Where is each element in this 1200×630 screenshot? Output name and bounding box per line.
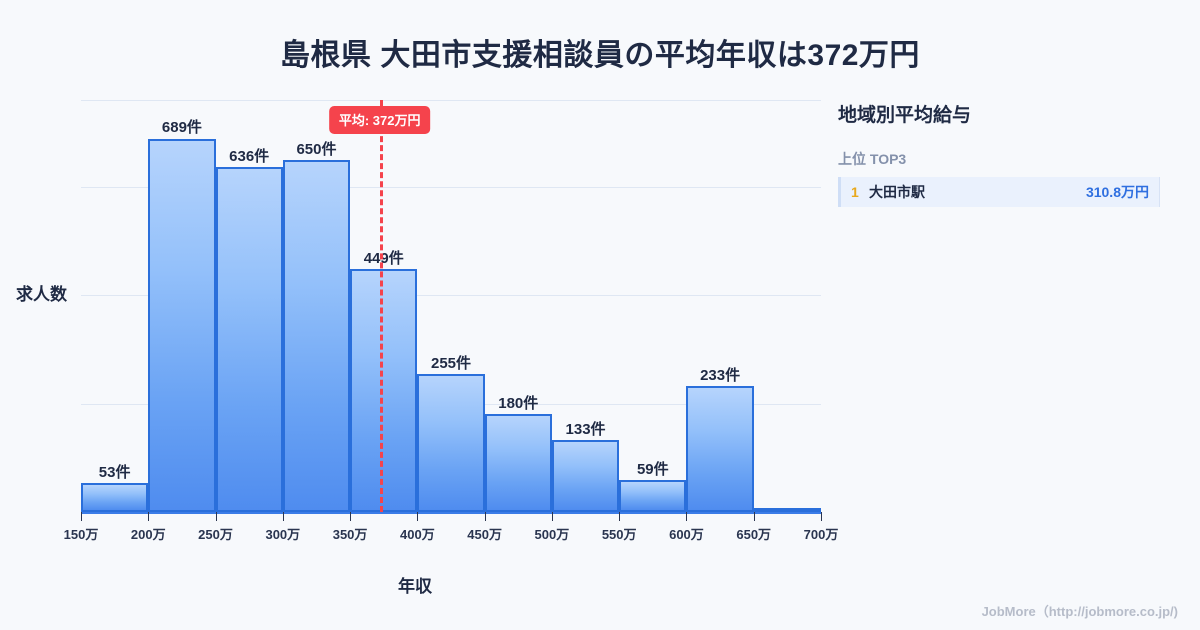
page-title: 島根県 大田市支援相談員の平均年収は372万円 <box>280 39 920 72</box>
x-axis-tick-label: 350万 <box>332 527 368 542</box>
rank-row[interactable]: 1 大田市駅 310.8万円 <box>838 177 1160 207</box>
x-axis-tick-label: 300万 <box>265 527 301 542</box>
average-line <box>379 100 383 512</box>
x-axis-tick <box>686 512 688 521</box>
x-axis-tick <box>350 512 352 521</box>
histogram-bar <box>81 483 149 512</box>
x-axis-line <box>81 512 821 514</box>
x-axis-tick <box>81 512 82 521</box>
x-axis-tick-label: 400万 <box>400 527 435 542</box>
x-axis-tick-label: 600万 <box>669 527 704 542</box>
histogram-bar <box>753 508 821 512</box>
histogram-bar <box>282 159 351 512</box>
histogram-bar <box>484 414 552 512</box>
region-average-panel: 地域別平均給与 上位 TOP3 1 大田市駅 310.8万円 <box>838 100 1168 207</box>
histogram-bar <box>350 268 418 512</box>
y-axis-title: 求人数 <box>16 285 67 304</box>
x-axis-tick <box>282 512 284 521</box>
x-axis-tick-label: 250万 <box>198 527 233 542</box>
x-axis-tick <box>484 512 486 521</box>
histogram-bar <box>215 167 283 512</box>
plot-area: 53件 689件 636件 650件 449件 255件 180件 133件 59件 233件 <box>81 100 821 512</box>
histogram-bar <box>551 439 620 512</box>
x-axis-tick-label: 700万 <box>803 527 839 542</box>
histogram-bar <box>619 480 687 512</box>
bar-value-label: 53件 <box>98 464 131 482</box>
bar-value-label: 180件 <box>498 395 539 413</box>
x-axis-tick <box>551 512 553 521</box>
x-axis-tick-label: 550万 <box>601 527 637 542</box>
histogram-bar <box>417 373 485 512</box>
x-axis-tick-label: 450万 <box>467 527 502 542</box>
gridline <box>81 100 821 101</box>
histogram-bar <box>148 138 216 512</box>
bar-value-label: 650件 <box>296 140 337 158</box>
x-axis-tick-label: 200万 <box>130 527 166 542</box>
x-axis-tick <box>148 512 150 521</box>
bar-value-label: 59件 <box>636 461 669 479</box>
panel-subtitle: 上位 TOP3 <box>838 151 907 167</box>
x-axis-tick <box>821 512 822 521</box>
bar-value-label: 636件 <box>229 148 270 166</box>
rank-salary-value: 310.8万円 <box>1085 184 1149 200</box>
rank-area-name: 大田市駅 <box>869 184 925 200</box>
gridline <box>81 295 821 297</box>
x-axis-tick-label: 150万 <box>63 527 99 542</box>
x-axis-tick-label: 650万 <box>736 527 772 542</box>
bar-value-label: 689件 <box>161 119 202 137</box>
bar-value-label: 133件 <box>565 420 606 438</box>
x-axis-tick <box>753 512 755 521</box>
histogram-chart: 求人数 53件 689件 636件 650件 449件 255件 180件 133件 59件 23… <box>16 100 838 596</box>
footer-watermark: JobMore（http://jobmore.co.jp/) <box>981 604 1178 619</box>
bar-value-label: 233件 <box>700 366 741 384</box>
histogram-bar <box>686 385 754 512</box>
x-axis-tick <box>619 512 621 521</box>
x-axis-title: 年収 <box>398 577 432 596</box>
average-badge: 平均: 372万円 <box>328 106 431 134</box>
x-axis-tick <box>417 512 419 521</box>
rank-number: 1 <box>851 184 859 200</box>
gridline <box>81 186 821 188</box>
bar-value-label: 255件 <box>430 354 472 372</box>
x-axis-tick <box>215 512 217 521</box>
panel-title: 地域別平均給与 <box>838 105 972 126</box>
rank-list: 1 大田市駅 310.8万円 <box>838 177 1160 207</box>
x-axis-tick-label: 500万 <box>534 527 570 542</box>
bar-value-label: 449件 <box>363 249 404 267</box>
